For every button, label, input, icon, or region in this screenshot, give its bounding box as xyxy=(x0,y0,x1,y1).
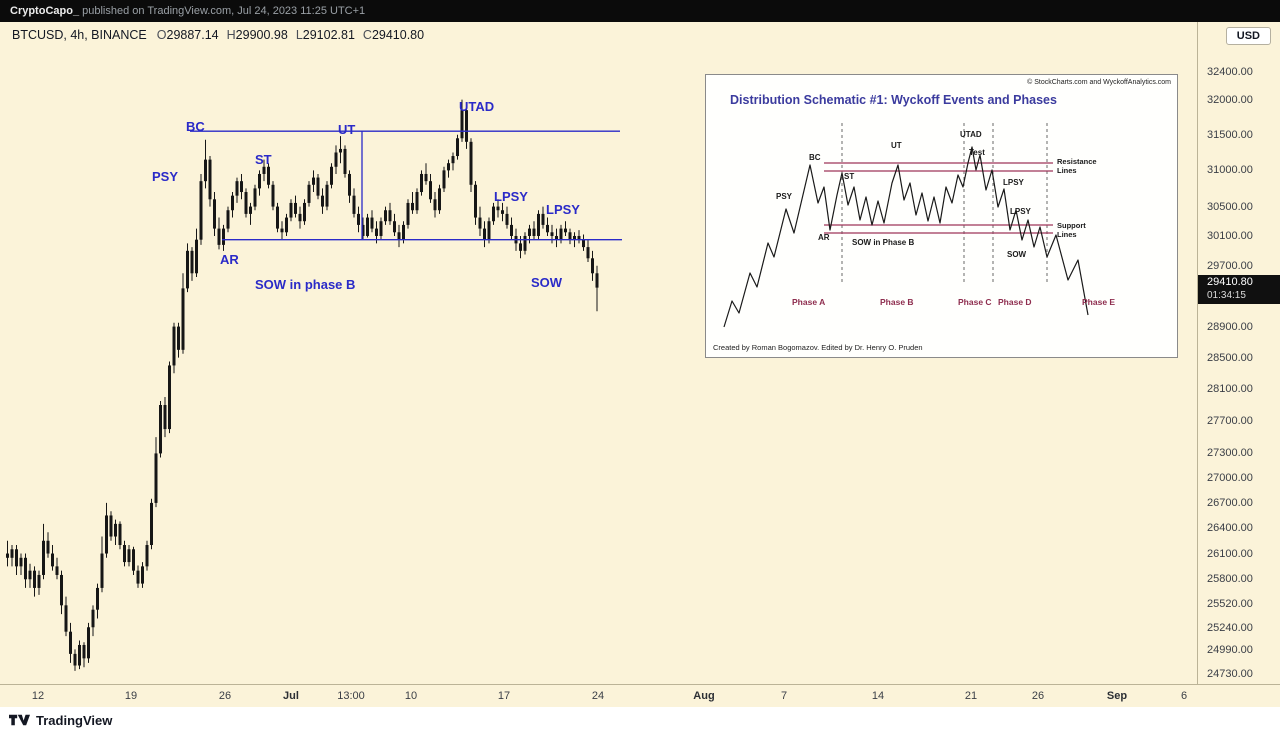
price-tick: 24730.00 xyxy=(1207,667,1253,680)
svg-text:BC: BC xyxy=(809,153,821,162)
time-tick: 24 xyxy=(591,690,605,702)
ohlc-item: O29887.14 xyxy=(156,28,219,42)
time-tick: 26 xyxy=(218,690,232,702)
bar-countdown: 01:34:15 xyxy=(1207,289,1246,301)
svg-text:UT: UT xyxy=(891,141,902,150)
ohlc-item: H29900.98 xyxy=(226,28,288,42)
wyckoff-label: SOW in phase B xyxy=(255,277,356,292)
tradingview-logo[interactable] xyxy=(9,713,30,727)
symbol-header: BTCUSD, 4h, BINANCE O29887.14 H29900.98 L2… xyxy=(12,28,424,42)
wyckoff-label: AR xyxy=(220,252,239,267)
price-tick: 30100.00 xyxy=(1207,229,1253,242)
publish-info: published on TradingView.com, Jul 24, 20… xyxy=(79,5,366,17)
wyckoff-label: SOW xyxy=(531,275,563,290)
svg-text:AR: AR xyxy=(818,233,830,242)
ohlc-item: L29102.81 xyxy=(295,28,355,42)
price-tick: 25520.00 xyxy=(1207,597,1253,610)
price-tick: 26700.00 xyxy=(1207,496,1253,509)
wyckoff-label: BC xyxy=(186,119,205,134)
svg-text:UTAD: UTAD xyxy=(960,130,982,139)
price-tick: 28900.00 xyxy=(1207,320,1253,333)
wyckoff-label: UT xyxy=(338,122,356,137)
time-tick: 21 xyxy=(964,690,978,702)
time-tick: 13:00 xyxy=(337,690,365,702)
svg-text:SOW in Phase B: SOW in Phase B xyxy=(852,238,914,247)
currency-button[interactable]: USD xyxy=(1225,27,1271,45)
price-tick: 28100.00 xyxy=(1207,383,1253,396)
svg-text:Phase E: Phase E xyxy=(1082,297,1115,307)
price-tick: 31000.00 xyxy=(1207,164,1253,177)
svg-text:Lines: Lines xyxy=(1057,230,1077,239)
footer-brand[interactable]: TradingView xyxy=(36,712,113,728)
chart-pane[interactable]: BTCUSD, 4h, BINANCE O29887.14 H29900.98 L2… xyxy=(0,22,1280,707)
last-price: 29410.80 xyxy=(1207,275,1253,288)
svg-text:Test: Test xyxy=(969,148,985,157)
ohlc-item: C29410.80 xyxy=(362,28,425,42)
price-tick: 32000.00 xyxy=(1207,93,1253,106)
price-tick: 30500.00 xyxy=(1207,200,1253,213)
price-tick: 27000.00 xyxy=(1207,472,1253,485)
svg-text:Phase D: Phase D xyxy=(998,297,1032,307)
price-tick: 28500.00 xyxy=(1207,351,1253,364)
svg-text:Phase B: Phase B xyxy=(880,297,914,307)
price-tick: 27700.00 xyxy=(1207,415,1253,428)
wyckoff-label: PSY xyxy=(152,169,179,184)
time-tick: Jul xyxy=(283,690,299,702)
time-tick: 10 xyxy=(404,690,418,702)
time-tick: 7 xyxy=(780,690,788,702)
price-tick: 27300.00 xyxy=(1207,447,1253,460)
price-tick: 25800.00 xyxy=(1207,573,1253,586)
svg-text:Support: Support xyxy=(1057,221,1086,230)
svg-text:Phase C: Phase C xyxy=(958,297,992,307)
wyckoff-label: UTAD xyxy=(459,99,495,114)
time-tick: Aug xyxy=(693,690,715,702)
schematic-copyright: © StockCharts.com and WyckoffAnalytics.c… xyxy=(1027,79,1171,86)
time-axis[interactable]: 12 19 26 Jul 13:00 10 17 24 Aug 7 14 21 26 Sep 6 xyxy=(0,684,1280,707)
schematic-drawing: BC ST PSY AR UT UTAD Test LPSY LPSY SOW SOW in Pha… xyxy=(723,123,1115,328)
svg-text:Lines: Lines xyxy=(1057,166,1077,175)
wyckoff-label: LPSY xyxy=(494,189,528,204)
time-tick: 19 xyxy=(124,690,138,702)
wyckoff-schematic-inset: Distribution Schematic #1: Wyckoff Event… xyxy=(705,74,1178,358)
wyckoff-label: LPSY xyxy=(546,202,580,217)
time-tick: Sep xyxy=(1106,690,1128,702)
price-tick: 26100.00 xyxy=(1207,547,1253,560)
last-price-badge: 29410.80 01:34:15 xyxy=(1198,274,1280,304)
footer-bar: TradingView xyxy=(0,707,1280,733)
price-axis[interactable]: 29410.80 01:34:15 32400.00 32000.00 31500.… xyxy=(1197,22,1280,684)
publish-author: CryptoCapo_ xyxy=(10,5,80,17)
price-tick: 26400.00 xyxy=(1207,522,1253,535)
price-tick: 31500.00 xyxy=(1207,128,1253,141)
candlestick-series xyxy=(6,99,622,671)
svg-text:Phase A: Phase A xyxy=(792,297,825,307)
svg-text:PSY: PSY xyxy=(776,192,793,201)
svg-text:ST: ST xyxy=(844,172,854,181)
symbol-info: BTCUSD, 4h, BINANCE xyxy=(12,28,147,42)
schematic-credit: Created by Roman Bogomazov. Edited by Dr… xyxy=(713,343,923,352)
publish-topbar: CryptoCapo_ published on TradingView.com… xyxy=(0,0,1280,22)
chart-plot-area[interactable]: PSY BC ST UT UTAD AR SOW in phase B LPSY LPSY SOW xyxy=(0,22,1197,684)
svg-text:Resistance: Resistance xyxy=(1057,157,1097,166)
time-tick: 14 xyxy=(871,690,885,702)
time-tick: 6 xyxy=(1180,690,1188,702)
svg-text:LPSY: LPSY xyxy=(1010,207,1032,216)
price-tick: 29700.00 xyxy=(1207,259,1253,272)
time-tick: 26 xyxy=(1031,690,1045,702)
wyckoff-label: ST xyxy=(255,152,272,167)
schematic-title: Distribution Schematic #1: Wyckoff Event… xyxy=(730,93,1057,107)
svg-text:SOW: SOW xyxy=(1007,250,1027,259)
time-tick: 17 xyxy=(497,690,511,702)
ohlc-values: O29887.14 H29900.98 L29102.81 C29410.80 xyxy=(157,28,424,42)
price-tick: 32400.00 xyxy=(1207,66,1253,78)
price-tick: 25240.00 xyxy=(1207,622,1253,635)
time-tick: 12 xyxy=(31,690,45,702)
price-tick: 24990.00 xyxy=(1207,644,1253,657)
svg-text:LPSY: LPSY xyxy=(1003,178,1025,187)
